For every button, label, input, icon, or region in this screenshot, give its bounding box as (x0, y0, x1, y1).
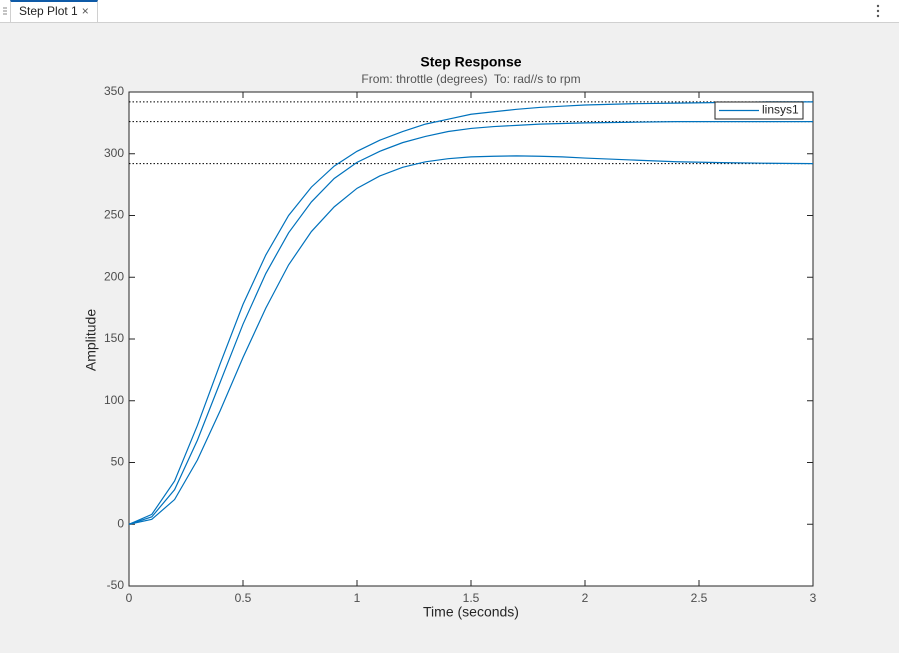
series-line (128, 155, 814, 525)
x-tick-label: 2 (582, 591, 589, 605)
more-icon[interactable] (873, 0, 883, 22)
plot-area (128, 91, 814, 587)
x-tick-label: 2.5 (691, 591, 708, 605)
x-tick-label: 0.5 (235, 591, 252, 605)
y-tick-label: 0 (117, 516, 124, 530)
tab[interactable]: Step Plot 1 × (10, 0, 98, 22)
y-tick-label: -50 (107, 578, 125, 592)
y-tick-label: 100 (104, 393, 124, 407)
series-line (128, 121, 813, 525)
x-tick-label: 3 (810, 591, 817, 605)
series-line (128, 101, 813, 525)
tab-bar: Step Plot 1 × (0, 0, 899, 23)
y-tick-label: 250 (104, 208, 124, 222)
x-tick-label: 0 (126, 591, 133, 605)
y-tick-label: 200 (104, 269, 124, 283)
legend-label: linsys1 (762, 103, 799, 117)
x-tick-label: 1 (354, 591, 361, 605)
tab-label: Step Plot 1 (19, 4, 78, 18)
chart-subtitle: From: throttle (degrees) To: rad//s to r… (361, 72, 580, 86)
chart-title: Step Response (420, 54, 521, 70)
x-tick-label: 1.5 (463, 591, 480, 605)
y-axis-label: Amplitude (83, 309, 99, 371)
x-axis-label: Time (seconds) (423, 604, 519, 620)
menu-icon[interactable] (0, 0, 10, 22)
y-tick-label: 350 (104, 84, 124, 98)
close-icon[interactable]: × (81, 4, 89, 18)
y-tick-label: 50 (111, 455, 125, 469)
y-tick-label: 300 (104, 146, 124, 160)
chart: Step Response From: throttle (degrees) T… (83, 54, 817, 620)
y-tick-label: 150 (104, 331, 124, 345)
